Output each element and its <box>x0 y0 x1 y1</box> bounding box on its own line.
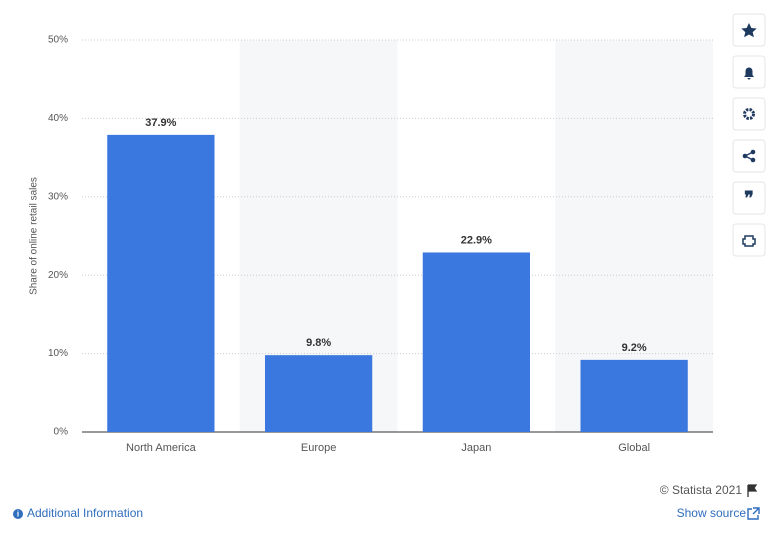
settings-button[interactable] <box>732 97 766 131</box>
quote-icon: ❞ <box>744 188 754 208</box>
show-source-link[interactable]: Show source <box>677 506 747 520</box>
x-tick-label: Japan <box>461 442 491 454</box>
value-label: 22.9% <box>461 234 492 246</box>
print-icon <box>742 235 756 247</box>
credit: © Statista 2021 <box>660 483 743 497</box>
value-label: 37.9% <box>145 117 176 129</box>
share-icon <box>742 149 756 163</box>
value-label: 9.8% <box>306 337 331 349</box>
star-icon <box>741 23 757 38</box>
y-tick-label: 0% <box>54 427 69 438</box>
x-tick-label: Global <box>618 442 650 454</box>
bar <box>107 134 215 432</box>
y-tick-label: 40% <box>48 113 68 124</box>
gear-icon <box>743 108 755 120</box>
toolbar: ❞ <box>732 13 766 257</box>
info-icon-glyph: i <box>17 510 19 519</box>
y-tick-label: 20% <box>48 270 68 281</box>
print-button[interactable] <box>732 223 766 257</box>
bar <box>422 252 531 432</box>
bar <box>264 355 373 432</box>
y-axis-title: Share of online retail sales <box>29 177 40 295</box>
x-tick-label: Europe <box>301 442 336 454</box>
value-label: 9.2% <box>622 342 647 354</box>
y-tick-label: 10% <box>48 348 68 359</box>
y-tick-label: 50% <box>48 35 68 46</box>
flag-icon <box>747 484 758 497</box>
x-tick-label: North America <box>126 442 197 454</box>
info-icon <box>13 509 23 519</box>
share-button[interactable] <box>732 139 766 173</box>
additional-info-link[interactable]: Additional Information <box>27 506 143 520</box>
cite-button[interactable] <box>732 181 766 215</box>
bar <box>580 359 688 432</box>
external-link-icon <box>747 507 760 520</box>
y-tick-label: 30% <box>48 191 68 202</box>
bell-icon <box>744 67 754 80</box>
